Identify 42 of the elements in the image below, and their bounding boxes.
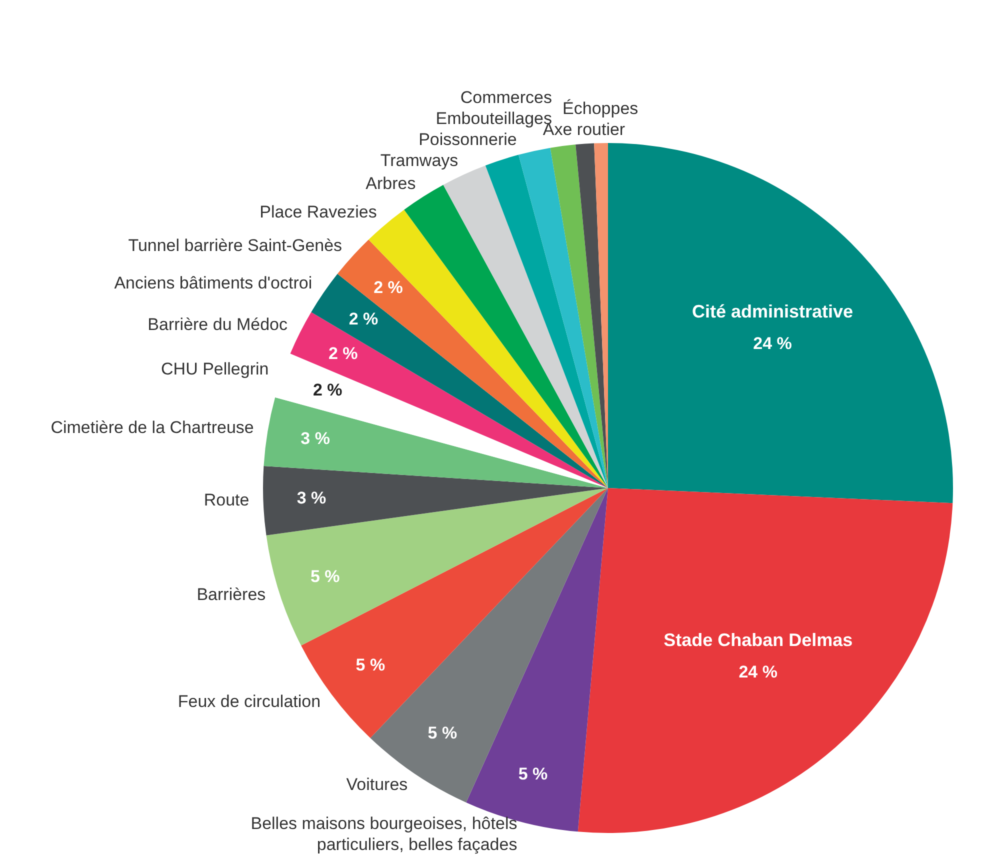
pie-slice [576, 143, 608, 488]
pie-slice [263, 466, 608, 536]
slice-label: Route [204, 490, 250, 510]
data-label: 5 % [310, 566, 340, 586]
slice-label: Place Ravezies [260, 202, 377, 222]
slice-label: Tunnel barrière Saint-Genès [128, 236, 342, 256]
data-label: 5 % [428, 724, 458, 743]
data-label: 2 % [348, 309, 378, 328]
slice-label: Barrière du Médoc [148, 316, 288, 335]
pie-slice [550, 144, 608, 488]
slice-label: Stade Chaban Delmas [664, 630, 853, 650]
pie-slice [608, 143, 953, 504]
slice-label: Cité administrative [692, 301, 854, 322]
slice-label: Belles maisons bourgeoises, hôtels particuliers, belles façades [250, 814, 518, 854]
data-label: 5 % [518, 764, 548, 784]
slice-label: Barrières [196, 586, 266, 605]
slice-label: Tramways [380, 151, 458, 170]
data-label: 2 % [328, 344, 358, 363]
slice-label: Anciens bâtiments d'octroi [114, 274, 312, 294]
pie-slice [518, 148, 608, 488]
data-label: 3 % [296, 488, 326, 508]
slice-label: Poissonnerie [418, 130, 517, 150]
pie-slice [290, 312, 608, 488]
slice-label: Feux de circulation [178, 692, 321, 712]
slice-label: CHU Pellegrin [161, 360, 269, 380]
data-label: 2 % [374, 278, 403, 298]
data-label: 2 % [312, 380, 342, 400]
slice-label: Voitures [346, 775, 408, 794]
data-label: 24 % [753, 334, 792, 354]
slice-label: Cimetière de la Chartreuse [50, 418, 254, 438]
data-label: 24 % [738, 662, 778, 682]
slice-label: Commerces [460, 88, 552, 108]
slice-label: Arbres [366, 174, 416, 194]
data-label: 3 % [300, 428, 330, 448]
pie-slice [466, 488, 608, 832]
pie-slice [266, 488, 608, 646]
pie-slice [311, 274, 608, 488]
slice-label: Échoppes [562, 99, 638, 118]
pie-slice [578, 488, 953, 833]
pie-slice [485, 154, 608, 488]
data-label: 5 % [356, 655, 386, 674]
pie-slice [264, 397, 608, 488]
